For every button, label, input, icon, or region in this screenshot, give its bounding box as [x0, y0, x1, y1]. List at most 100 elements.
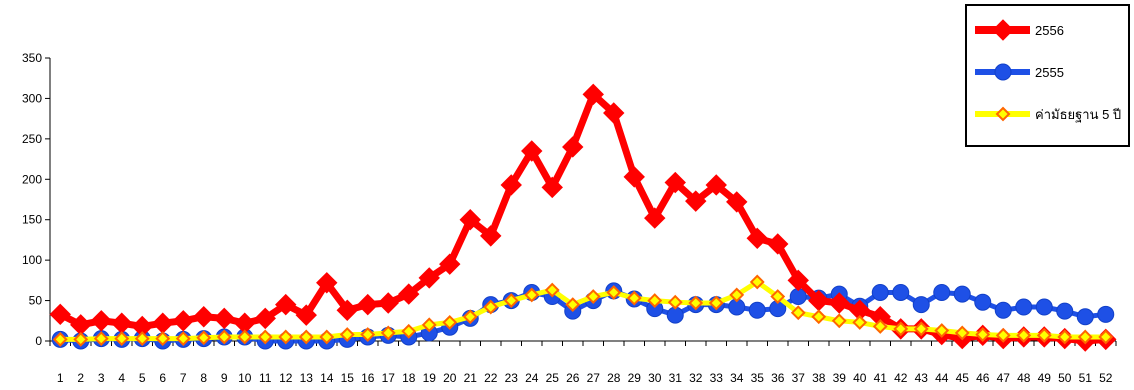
series-layer — [49, 83, 1117, 352]
data-point — [933, 283, 951, 301]
data-point — [831, 313, 847, 329]
series-3 — [52, 274, 1114, 347]
data-point — [421, 317, 437, 333]
legend-label: ค่ามัธยฐาน 5 ปี — [1035, 107, 1121, 123]
x-tick-label: 34 — [730, 371, 744, 385]
data-point — [748, 301, 766, 319]
data-point — [360, 327, 376, 342]
data-point — [1098, 329, 1114, 345]
data-point — [336, 299, 358, 321]
data-point — [995, 327, 1011, 343]
data-point — [934, 323, 950, 338]
data-point — [994, 63, 1012, 81]
data-point — [852, 314, 868, 330]
data-point — [685, 190, 707, 212]
data-point — [295, 304, 317, 326]
data-point — [52, 331, 68, 347]
x-tick-label: 27 — [587, 371, 601, 385]
data-point — [275, 293, 297, 316]
x-tick-label: 50 — [1058, 371, 1072, 385]
x-tick-label: 18 — [402, 371, 416, 385]
data-point — [688, 295, 704, 311]
y-tick-label: 50 — [29, 294, 43, 308]
data-point — [1056, 302, 1074, 320]
x-tick-label: 41 — [874, 371, 888, 385]
x-tick-label: 52 — [1099, 371, 1113, 385]
series-line — [60, 279, 1106, 342]
data-point — [603, 102, 625, 124]
data-point — [975, 327, 991, 342]
data-point — [1077, 329, 1093, 345]
data-point — [872, 319, 888, 334]
y-tick-label: 300 — [22, 91, 42, 105]
data-point — [278, 329, 294, 345]
data-point — [562, 136, 584, 158]
data-point — [49, 303, 71, 326]
legend: 2556 2555 ค่ามัธยฐาน 5 ปี — [965, 4, 1130, 147]
x-tick-label: 16 — [361, 371, 375, 385]
data-point — [114, 331, 130, 346]
series-1 — [49, 83, 1117, 352]
data-point — [152, 312, 174, 334]
y-tick-label: 100 — [22, 253, 42, 267]
data-point — [667, 294, 683, 310]
data-point — [357, 293, 379, 316]
data-point — [811, 309, 827, 325]
x-tick-label: 2 — [77, 371, 84, 385]
data-point — [462, 309, 478, 325]
data-point — [647, 293, 663, 308]
x-tick-label: 37 — [792, 371, 806, 385]
x-tick-label: 33 — [710, 371, 724, 385]
data-point — [418, 267, 440, 289]
x-tick-label: 23 — [505, 371, 519, 385]
x-tick-label: 19 — [423, 371, 437, 385]
x-tick-label: 31 — [669, 371, 683, 385]
data-point — [954, 325, 970, 341]
data-point — [442, 314, 458, 330]
x-tick-label: 42 — [894, 371, 908, 385]
data-point — [664, 171, 686, 194]
x-tick-label: 46 — [976, 371, 990, 385]
data-point — [1035, 298, 1053, 316]
x-tick-label: 38 — [812, 371, 826, 385]
data-point — [196, 330, 212, 346]
data-point — [175, 331, 191, 346]
data-point — [953, 285, 971, 303]
data-point — [503, 293, 519, 308]
x-tick-label: 10 — [238, 371, 252, 385]
data-point — [544, 282, 560, 298]
data-point — [992, 19, 1014, 41]
data-point — [134, 331, 150, 346]
data-point — [565, 297, 581, 313]
data-point — [995, 106, 1011, 122]
data-point — [541, 176, 563, 199]
data-point — [606, 285, 622, 300]
x-tick-label: 45 — [956, 371, 970, 385]
x-tick-label: 49 — [1038, 371, 1052, 385]
legend-item-1: 2556 — [975, 19, 1064, 41]
x-tick-label: 17 — [382, 371, 396, 385]
x-tick-label: 48 — [1017, 371, 1031, 385]
data-point — [893, 321, 909, 337]
x-tick-label: 40 — [853, 371, 867, 385]
x-tick-label: 29 — [628, 371, 642, 385]
data-point — [521, 140, 543, 162]
y-tick-label: 350 — [22, 51, 42, 65]
x-tick-label: 44 — [935, 371, 949, 385]
legend-label: 2556 — [1035, 23, 1064, 38]
data-point — [380, 325, 396, 341]
data-point — [316, 272, 338, 294]
data-point — [1015, 298, 1033, 316]
x-tick-label: 26 — [566, 371, 580, 385]
data-point — [787, 269, 809, 292]
data-point — [708, 295, 724, 311]
data-point — [1057, 329, 1073, 345]
data-point — [746, 227, 768, 250]
data-point — [828, 292, 850, 314]
data-point — [582, 83, 604, 106]
x-tick-label: 4 — [118, 371, 125, 385]
data-point — [216, 329, 232, 345]
data-point — [524, 287, 540, 303]
data-point — [585, 289, 601, 304]
x-tick-label: 15 — [341, 371, 355, 385]
